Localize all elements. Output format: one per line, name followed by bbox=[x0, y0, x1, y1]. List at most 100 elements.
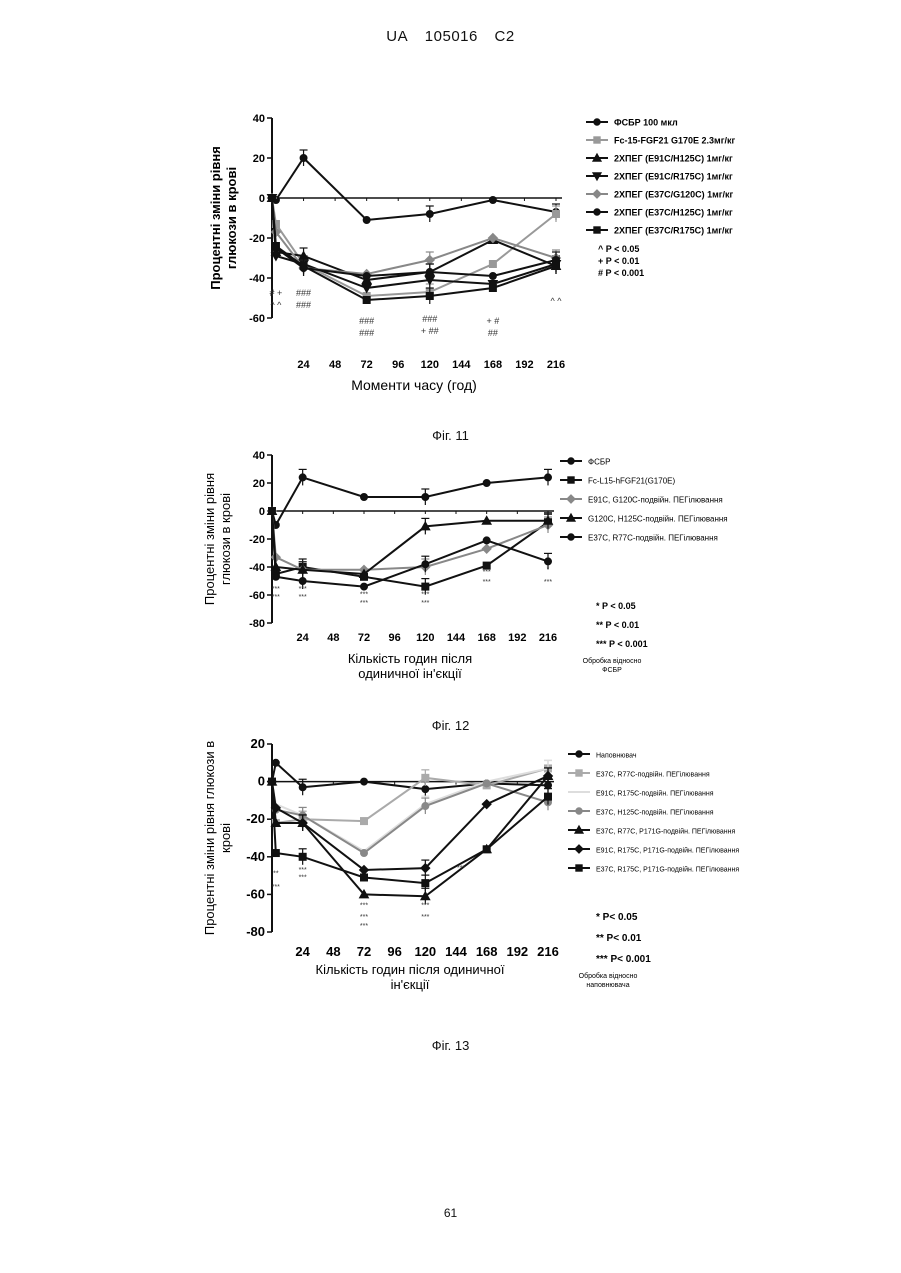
data-point bbox=[361, 778, 368, 785]
x-tick-label: 168 bbox=[477, 632, 495, 644]
y-tick-label: -20 bbox=[246, 811, 265, 826]
data-point bbox=[269, 195, 276, 202]
data-point bbox=[489, 273, 496, 280]
y-tick-label: 0 bbox=[259, 506, 265, 518]
significance-annotation: *** bbox=[421, 914, 429, 921]
footnote-line: Обробка відносно bbox=[579, 972, 638, 980]
data-point bbox=[363, 273, 370, 280]
x-tick-label: 144 bbox=[445, 944, 467, 959]
y-axis-label: Процентні зміни рівня глюкози вкрові bbox=[202, 741, 233, 935]
header-number: 105016 bbox=[425, 28, 478, 45]
figure-12-chart: 40200-20-40-60-8024487296120144168192216… bbox=[0, 445, 901, 715]
data-point bbox=[545, 793, 552, 800]
data-point bbox=[299, 853, 306, 860]
y-tick-label: -20 bbox=[249, 233, 265, 245]
y-tick-label: -60 bbox=[249, 313, 265, 325]
significance-annotation: ### bbox=[296, 300, 311, 310]
data-point bbox=[361, 583, 368, 590]
legend-marker bbox=[594, 227, 600, 233]
significance-annotation: *** bbox=[272, 884, 280, 891]
figure-11-chart: 40200-20-40-6024487296120144168192216Про… bbox=[0, 100, 901, 430]
y-axis-label: Процентні зміни рівняглюкози в крові bbox=[202, 473, 233, 605]
legend-label: 2ХПЕГ (E37C/H125C) 1мг/кг bbox=[614, 208, 733, 218]
x-tick-label: 120 bbox=[421, 359, 439, 371]
data-point bbox=[482, 544, 491, 553]
significance-key: + P < 0.01 bbox=[598, 256, 639, 266]
y-tick-label: -40 bbox=[249, 562, 265, 574]
data-point bbox=[422, 786, 429, 793]
data-point bbox=[422, 494, 429, 501]
significance-annotation: *** bbox=[272, 594, 280, 601]
significance-key: # P < 0.001 bbox=[598, 268, 644, 278]
significance-key: ** P< 0.01 bbox=[596, 933, 642, 944]
significance-annotation: *** bbox=[360, 903, 368, 910]
patent-header: UA 105016 C2 bbox=[0, 28, 901, 45]
y-axis-label-line: глюкози в крові bbox=[224, 167, 239, 269]
legend-label: 2ХПЕГ (E91C/H125C) 1мг/кг bbox=[614, 154, 733, 164]
legend-marker bbox=[567, 495, 575, 503]
significance-annotation: ### bbox=[296, 288, 311, 298]
y-tick-label: 0 bbox=[258, 774, 265, 789]
data-point bbox=[272, 243, 279, 250]
legend-label: E91C, R175C-подвійн. ПЕГілювання bbox=[596, 790, 714, 798]
data-point bbox=[489, 285, 496, 292]
data-point bbox=[299, 474, 306, 481]
data-point bbox=[422, 774, 429, 781]
significance-annotation: * bbox=[547, 566, 550, 573]
significance-annotation: ^ ^ bbox=[551, 296, 563, 306]
x-tick-label: 24 bbox=[297, 632, 310, 644]
legend-label: Fc-15-FGF21 G170E 2.3мг/кг bbox=[614, 136, 735, 146]
y-tick-label: -80 bbox=[246, 924, 265, 939]
significance-annotation: *** bbox=[360, 600, 368, 607]
data-point bbox=[483, 780, 490, 787]
y-tick-label: -60 bbox=[249, 590, 265, 602]
series-line bbox=[272, 158, 556, 220]
significance-key: * P < 0.05 bbox=[596, 601, 636, 611]
significance-key: *** P < 0.001 bbox=[596, 639, 648, 649]
significance-annotation: # + bbox=[270, 288, 283, 298]
y-axis-label-line: глюкози в крові bbox=[218, 493, 233, 585]
significance-annotation: *** bbox=[299, 586, 307, 593]
data-point bbox=[426, 211, 433, 218]
legend-label: E37C, R77C-подвійн. ПЕГілювання bbox=[596, 771, 710, 779]
x-tick-label: 72 bbox=[361, 359, 373, 371]
data-point bbox=[300, 155, 307, 162]
x-tick-label: 120 bbox=[416, 632, 434, 644]
legend-marker bbox=[576, 865, 582, 871]
legend-label: 2ХПЕГ (E37C/R175C) 1мг/кг bbox=[614, 226, 733, 236]
series-line bbox=[272, 511, 548, 574]
data-point bbox=[269, 778, 276, 785]
x-tick-label: 216 bbox=[539, 632, 557, 644]
data-point bbox=[272, 573, 279, 580]
legend-label: 2ХПЕГ (E91C/R175C) 1мг/кг bbox=[614, 172, 733, 182]
significance-key: ** P < 0.01 bbox=[596, 620, 639, 630]
data-point bbox=[300, 263, 307, 270]
significance-annotation: *** bbox=[421, 591, 429, 598]
y-tick-label: 20 bbox=[253, 478, 265, 490]
significance-annotation: *** bbox=[421, 903, 429, 910]
data-point bbox=[426, 269, 433, 276]
significance-annotation: *** bbox=[360, 591, 368, 598]
data-point bbox=[363, 217, 370, 224]
legend-marker bbox=[568, 534, 574, 540]
y-axis-label-line: Процентні зміни рівня глюкози в bbox=[202, 741, 217, 935]
x-tick-label: 120 bbox=[414, 944, 436, 959]
legend-marker bbox=[576, 770, 582, 776]
significance-annotation: ### bbox=[359, 316, 374, 326]
x-axis-label-line: Кількість годин після одиничної bbox=[316, 962, 505, 977]
data-point bbox=[269, 508, 276, 515]
data-point bbox=[425, 256, 434, 265]
legend-label: ФСБР bbox=[588, 458, 610, 467]
series-line bbox=[272, 198, 556, 274]
data-point bbox=[272, 850, 279, 857]
data-point bbox=[299, 578, 306, 585]
data-point bbox=[483, 480, 490, 487]
legend-marker bbox=[575, 845, 583, 853]
footnote-line: Обробка відносно bbox=[583, 657, 642, 665]
y-axis-label-line: Процентні зміни рівня bbox=[208, 146, 223, 290]
significance-annotation: *** bbox=[360, 923, 368, 930]
data-point bbox=[272, 759, 279, 766]
data-point bbox=[553, 211, 560, 218]
x-tick-label: 48 bbox=[329, 359, 341, 371]
legend-marker bbox=[594, 137, 600, 143]
